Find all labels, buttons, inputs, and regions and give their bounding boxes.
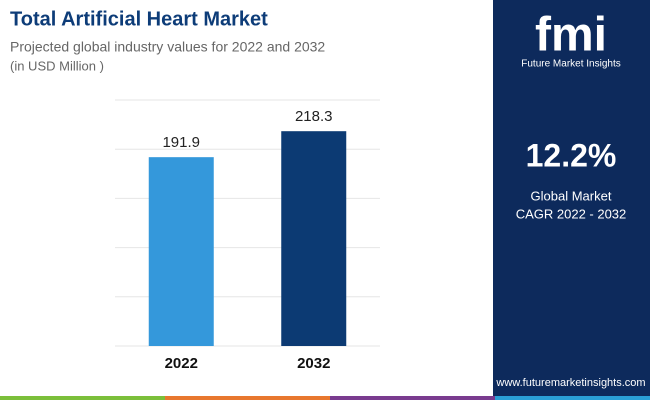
strip — [0, 396, 165, 400]
unit-note: (in USD Million ) — [10, 58, 104, 73]
value-label: 218.3 — [295, 108, 333, 125]
website: www.futuremarketinsights.com — [495, 377, 645, 389]
sidebar — [493, 0, 650, 396]
bar — [281, 131, 347, 346]
bar — [148, 157, 214, 346]
chart-title: Total Artificial Heart Market — [10, 8, 268, 30]
subtitle: Projected global industry values for 202… — [10, 39, 325, 55]
cagr-label: CAGR 2022 - 2032 — [516, 206, 627, 221]
strip — [495, 396, 650, 400]
strip — [165, 396, 330, 400]
x-tick-label: 2032 — [297, 355, 330, 372]
value-label: 191.9 — [162, 134, 200, 151]
x-tick-label: 2022 — [165, 355, 198, 372]
cagr-label: Global Market — [531, 188, 612, 203]
strip — [330, 396, 495, 400]
brand: Future Market Insights — [521, 59, 620, 70]
logo: fmi — [535, 9, 607, 62]
cagr-value: 12.2% — [526, 137, 617, 173]
